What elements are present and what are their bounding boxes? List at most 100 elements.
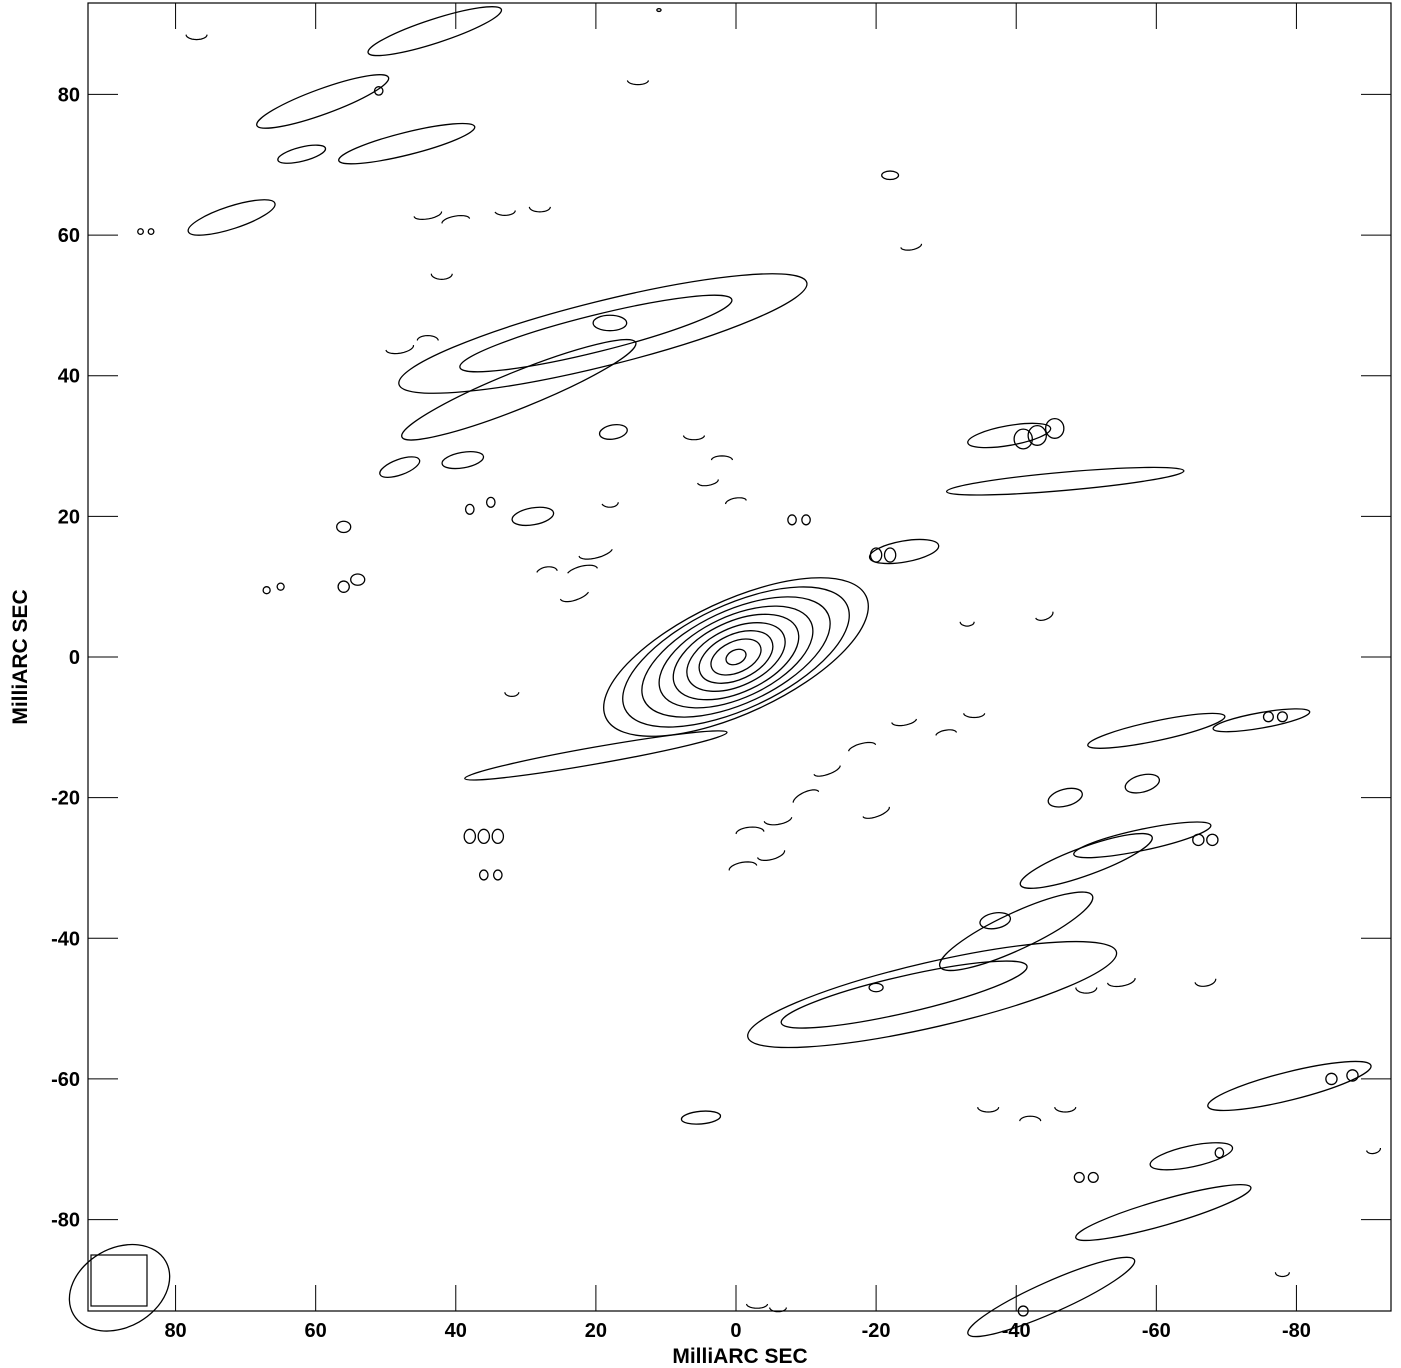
core-contour	[622, 586, 850, 728]
x-tick-label: -60	[1142, 1320, 1171, 1342]
y-tick-label: -80	[51, 1210, 80, 1232]
y-tick-label: -40	[51, 928, 80, 950]
contour-fragment	[416, 334, 439, 341]
beam-ellipse	[68, 1243, 171, 1332]
contour-fragment	[1054, 1106, 1077, 1113]
plot-frame	[87, 2, 1392, 1312]
component-contour	[869, 547, 883, 563]
contour-fragment	[1019, 1115, 1042, 1122]
contour-fragment	[847, 741, 877, 752]
contour-fragment	[891, 718, 918, 727]
contour-fragment	[494, 210, 516, 217]
component-contour	[463, 828, 477, 845]
contour-fragment	[725, 497, 747, 505]
contour-fragment	[578, 548, 613, 560]
component-contour	[187, 199, 276, 236]
component-contour	[137, 228, 144, 236]
component-contour	[747, 940, 1118, 1049]
x-axis-label: MilliARC SEC	[672, 1345, 807, 1368]
component-contour	[1212, 708, 1311, 733]
contour-fragment	[185, 34, 208, 41]
x-tick-label: 0	[730, 1320, 741, 1342]
component-contour	[511, 506, 555, 527]
contour-fragment	[900, 243, 923, 251]
component-contour	[787, 514, 797, 526]
core-contour	[698, 630, 774, 684]
y-tick-label: 60	[58, 225, 80, 247]
contour-fragment	[1366, 1148, 1381, 1155]
x-tick-label: 60	[305, 1320, 327, 1342]
contour-fragment	[567, 564, 598, 574]
contour-fragment	[763, 817, 793, 826]
component-contour	[276, 582, 285, 591]
component-contour	[379, 456, 421, 479]
contour-fragment	[792, 789, 820, 803]
contour-fragment	[682, 435, 706, 441]
component-contour	[256, 74, 390, 129]
component-contour	[1013, 428, 1033, 450]
component-contour	[147, 228, 155, 236]
component-contour	[868, 538, 940, 565]
y-tick-label: 80	[58, 84, 80, 106]
contour-fragment	[728, 861, 758, 871]
contour-fragment	[528, 206, 551, 213]
component-contour	[401, 338, 637, 441]
component-contour	[1206, 833, 1219, 847]
component-contour	[491, 828, 505, 845]
component-contour	[592, 314, 628, 332]
component-contour	[459, 294, 733, 373]
component-contour	[883, 547, 897, 563]
component-contour	[1325, 1072, 1338, 1086]
core-contour	[641, 596, 831, 718]
component-contour	[1073, 1171, 1085, 1183]
component-contour	[464, 503, 475, 515]
component-contour	[881, 170, 900, 181]
y-axis-label: MilliARC SEC	[9, 589, 32, 724]
contour-fragment	[430, 273, 453, 281]
contour-fragment	[1035, 611, 1054, 622]
x-tick-label: -20	[862, 1320, 891, 1342]
component-contour	[367, 6, 503, 57]
component-contour	[1207, 1060, 1372, 1112]
component-contour	[801, 514, 811, 526]
core-contour	[725, 648, 747, 666]
component-contour	[979, 911, 1012, 930]
component-contour	[1019, 832, 1153, 889]
component-contour	[780, 960, 1028, 1029]
contour-fragment	[935, 729, 958, 736]
core-contour	[658, 605, 814, 709]
x-tick-label: -80	[1282, 1320, 1311, 1342]
component-contour	[398, 273, 808, 394]
component-contour	[1262, 711, 1274, 723]
beam-inset	[68, 1243, 171, 1332]
component-contour	[945, 466, 1185, 496]
contour-fragment	[977, 1106, 1000, 1113]
core-contour	[710, 638, 762, 676]
component-contour	[337, 580, 350, 593]
contour-fragment	[963, 713, 986, 719]
component-contour	[1087, 712, 1226, 749]
y-tick-label: 0	[69, 647, 80, 669]
component-contour	[1017, 1305, 1029, 1317]
component-contour	[1149, 1142, 1234, 1171]
contour-fragment	[959, 621, 975, 627]
component-contour	[1192, 833, 1205, 847]
contour-fragment	[862, 806, 890, 819]
contour-layer	[137, 6, 1381, 1338]
component-contour	[478, 869, 489, 881]
contour-fragment	[1106, 978, 1136, 988]
beam-box-frame	[90, 1254, 148, 1307]
component-contour	[441, 450, 485, 470]
contour-fragment	[413, 211, 443, 221]
component-contour	[967, 422, 1052, 449]
component-contour	[967, 1256, 1136, 1338]
component-contour	[485, 496, 496, 508]
component-contour	[680, 1110, 722, 1125]
component-contour	[1124, 773, 1161, 794]
contour-fragment	[536, 566, 558, 573]
component-contour	[492, 869, 503, 881]
component-contour	[373, 86, 384, 96]
component-contour	[350, 573, 366, 586]
y-tick-label: -20	[51, 788, 80, 810]
